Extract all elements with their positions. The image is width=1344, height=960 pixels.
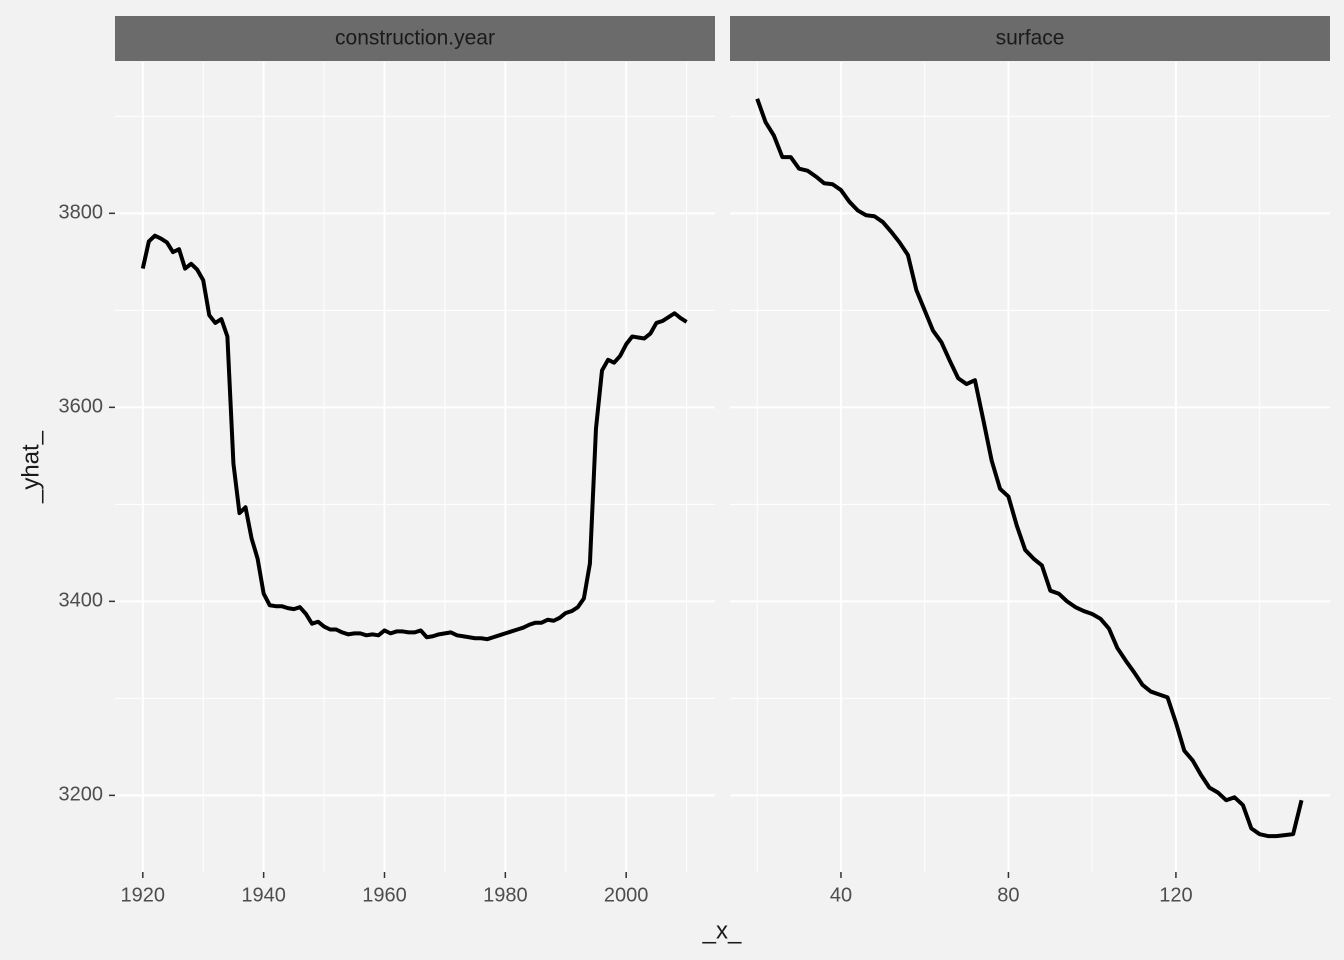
y-axis-title: _yhat_ [17, 430, 44, 504]
y-tick-label: 3600 [59, 396, 104, 418]
strip-title: construction.year [335, 27, 495, 50]
x-tick-label: 80 [997, 884, 1019, 906]
data-line [755, 98, 1304, 839]
data-line [140, 233, 688, 642]
x-axis-title: _x_ [702, 917, 742, 944]
strip [115, 16, 715, 61]
y-tick-label: 3200 [59, 784, 104, 806]
strip-title: surface [996, 27, 1065, 50]
x-tick-label: 40 [830, 884, 852, 906]
strip [730, 16, 1330, 61]
panel-background [730, 62, 1330, 872]
y-tick-label: 3400 [59, 590, 104, 612]
y-tick-label: 3800 [59, 202, 104, 224]
x-tick-label: 1980 [483, 884, 528, 906]
x-tick-label: 1920 [121, 884, 166, 906]
x-tick-label: 1960 [362, 884, 407, 906]
x-tick-label: 120 [1159, 884, 1192, 906]
x-tick-label: 1940 [241, 884, 286, 906]
panel-background [115, 62, 715, 872]
x-tick-label: 2000 [604, 884, 649, 906]
